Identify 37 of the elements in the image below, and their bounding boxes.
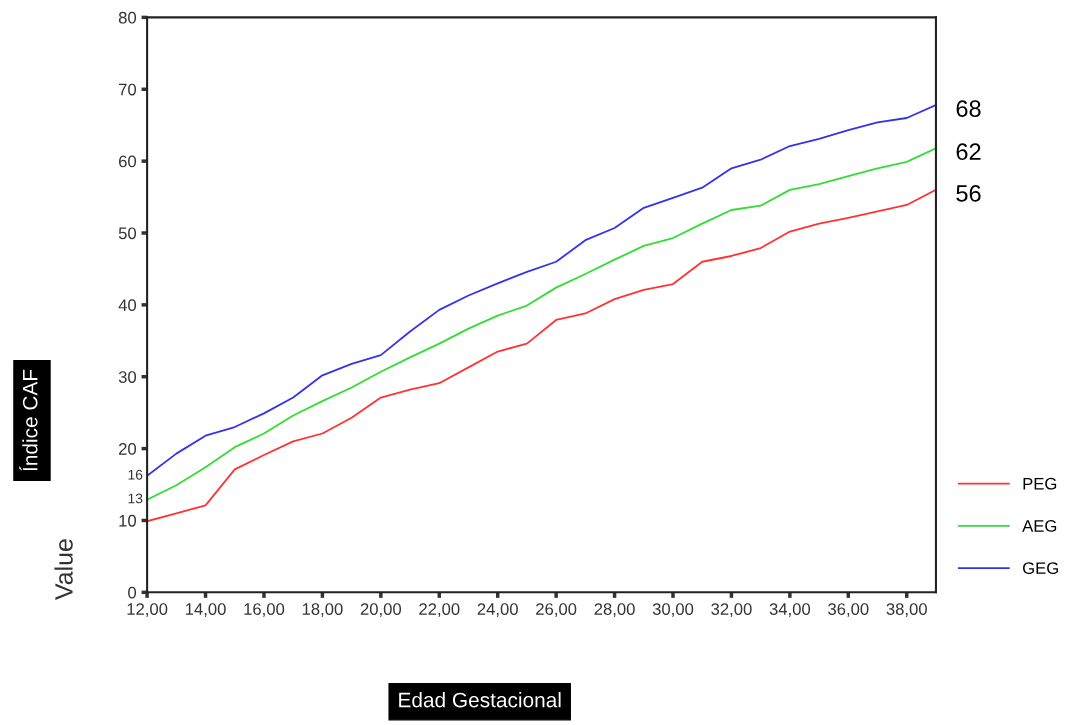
legend-label: GEG [1023,562,1058,575]
line-series [147,147,936,501]
y-tick-label: 50 [118,227,137,240]
legend-label: PEG [1023,477,1057,490]
x-tick-label: 12,00 [127,603,168,617]
y-tick-label: 20 [118,442,137,455]
x-tick-label: 18,00 [302,603,343,617]
x-tick-label: 32,00 [711,603,752,617]
data-label: 56 [956,185,981,202]
y-tick-label: 80 [118,11,137,24]
x-tick-label: 26,00 [536,603,577,617]
x-tick-label: 22,00 [419,603,460,617]
y-tick-label: 60 [119,155,137,168]
data-label: 13 [128,493,143,504]
x-tick-label: 28,00 [594,603,635,617]
line-series [147,104,936,477]
line-series [147,188,936,523]
legend-label: AEG [1022,520,1057,532]
data-label: 62 [956,143,981,161]
x-tick-label: 36,00 [828,603,869,617]
text: Índice CAF [19,369,38,471]
x-tick-label: 14,00 [185,603,226,617]
data-label: 68 [956,100,981,117]
data-label: 16 [128,469,143,480]
x-tick-label: 38,00 [886,603,927,617]
x-tick-label: 24,00 [477,603,518,617]
x-tick-label: 16,00 [244,603,285,617]
y-tick-label: 0 [128,586,137,599]
x-axis-title: Edad Gestacional [399,692,561,708]
y-tick-label: 10 [119,514,137,527]
x-tick-label: 30,00 [652,603,694,617]
y-axis-title: Value [54,539,73,601]
y-tick-label: 40 [118,299,137,312]
x-tick-label: 20,00 [360,603,402,617]
y-tick-label: 30 [118,371,137,383]
y-tick-label: 70 [119,83,137,96]
x-tick-label: 34,00 [769,603,811,617]
